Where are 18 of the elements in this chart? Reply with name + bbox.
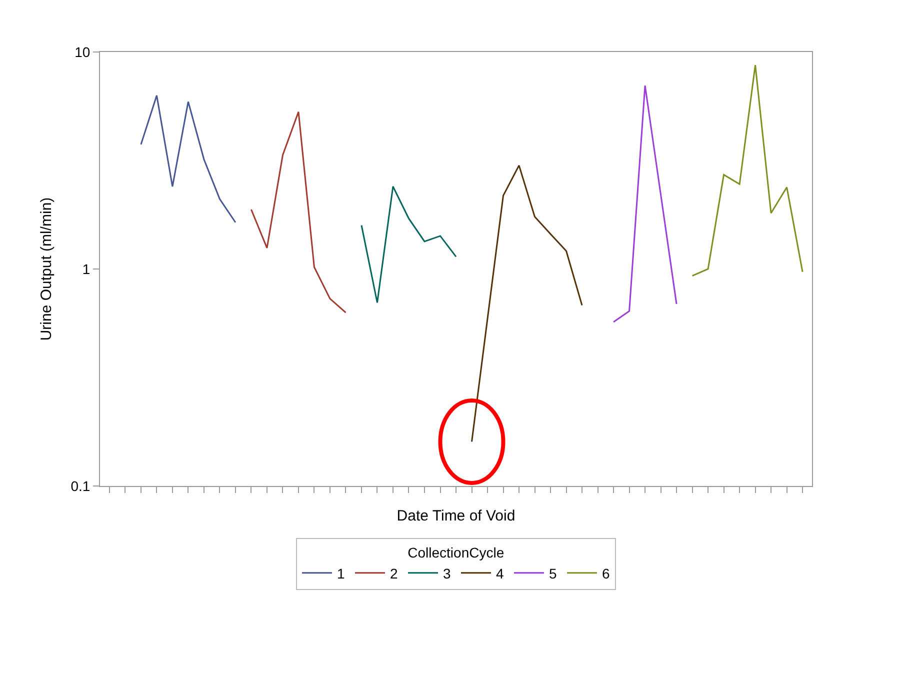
- line-series: [140, 94, 236, 224]
- y-tick-label: 10: [74, 44, 90, 60]
- legend-label: 4: [496, 565, 504, 582]
- line-series: [692, 64, 804, 277]
- legend-label: 6: [602, 565, 610, 582]
- y-tick-label: 0.1: [70, 478, 90, 494]
- legend-label: 1: [337, 565, 345, 582]
- y-axis-title: Urine Output (ml/min): [38, 197, 55, 341]
- legend-label: 5: [549, 565, 557, 582]
- legend-label: 2: [390, 565, 398, 582]
- line-series: [360, 186, 457, 304]
- line-series: [612, 84, 678, 323]
- legend-title: CollectionCycle: [408, 544, 504, 560]
- line-series: [250, 111, 346, 314]
- x-axis-title: Date Time of Void: [396, 507, 516, 524]
- y-tick-label: 1: [82, 260, 90, 277]
- line-series: [471, 164, 583, 442]
- legend-label: 3: [443, 565, 451, 582]
